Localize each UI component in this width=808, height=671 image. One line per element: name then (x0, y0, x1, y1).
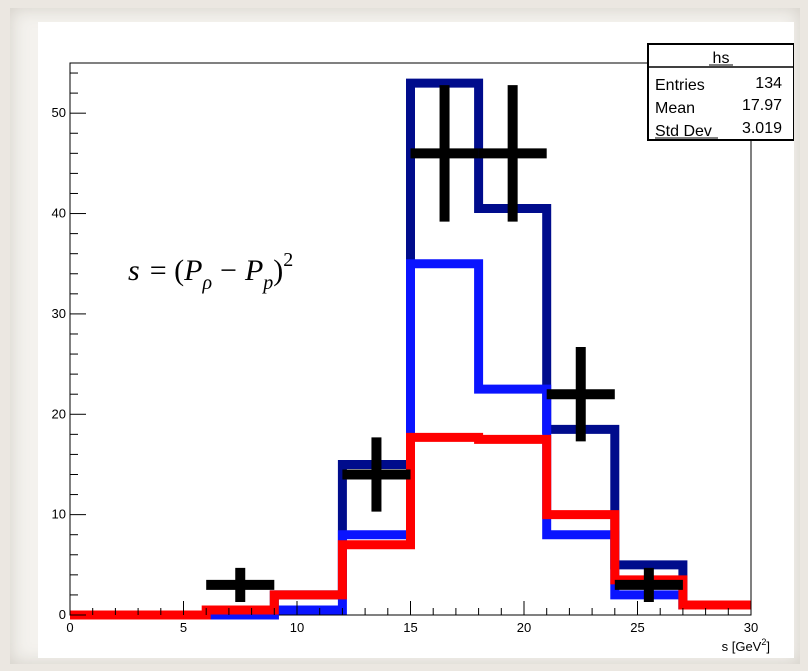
x-tick-label: 25 (630, 620, 644, 635)
stats-title: hs (713, 50, 730, 67)
x-axis-label: s [GeV2] (722, 637, 770, 654)
plot-canvas: 0 5 10 15 20 25 30 0 10 20 30 40 50 s [GeV2] s = (Pρ −… (38, 22, 794, 658)
y-tick-label: 40 (52, 206, 66, 221)
axis-layer: 0 5 10 15 20 25 30 0 10 20 30 40 50 (52, 72, 758, 635)
stats-stddev-value: 3.019 (742, 120, 782, 137)
y-tick-label: 20 (52, 406, 66, 421)
y-tick-label: 30 (52, 306, 66, 321)
data-point (478, 85, 547, 222)
data-point (410, 85, 479, 222)
histogram-chart: 0 5 10 15 20 25 30 0 10 20 30 40 50 s [GeV2] s = (Pρ −… (52, 43, 794, 654)
histogram-series-1 (70, 259, 751, 620)
stats-entries-label: Entries (655, 77, 705, 94)
x-tick-label: 20 (517, 620, 531, 635)
data-point (546, 347, 615, 442)
x-tick-label: 5 (180, 620, 187, 635)
stats-box: hs Entries 134 Mean 17.97 Std Dev 3.019 (647, 43, 794, 141)
slide-frame: 0 5 10 15 20 25 30 0 10 20 30 40 50 s [GeV2] s = (Pρ −… (10, 8, 800, 664)
stats-mean-value: 17.97 (742, 97, 782, 114)
stats-box-border (647, 43, 794, 141)
data-point (206, 567, 275, 602)
data-point (614, 567, 683, 602)
y-tick-label: 10 (52, 507, 66, 522)
data-point (342, 437, 411, 512)
formula-annotation: s = (Pρ − Pp)2 (128, 249, 293, 294)
stats-stddev-label: Std Dev (655, 123, 712, 140)
series-layer (70, 78, 751, 620)
stats-mean-label: Mean (655, 100, 695, 117)
y-tick-label: 0 (59, 607, 66, 622)
x-tick-label: 15 (403, 620, 417, 635)
stats-entries-value: 134 (755, 75, 782, 92)
x-tick-label: 30 (744, 620, 758, 635)
x-tick-label: 10 (290, 620, 304, 635)
x-tick-label: 0 (66, 620, 73, 635)
y-tick-label: 50 (52, 105, 66, 120)
